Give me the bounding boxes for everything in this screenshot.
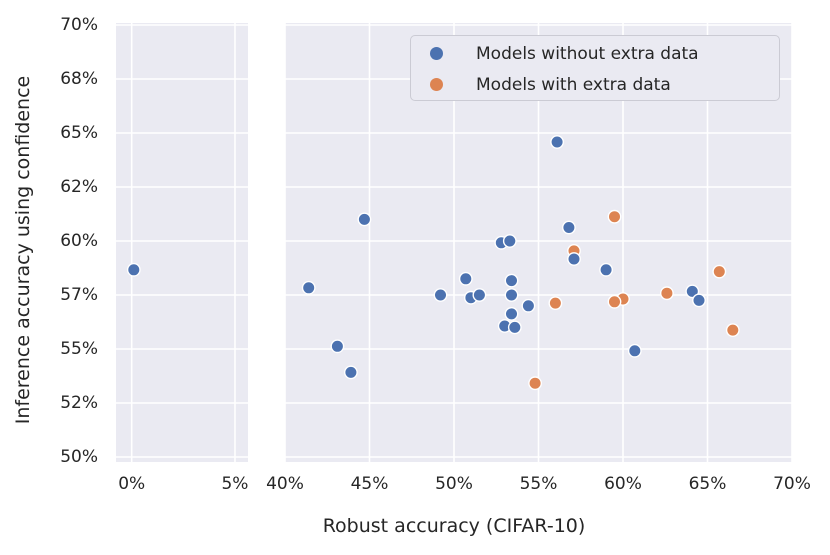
- data-point: [712, 264, 727, 279]
- x-tick-label: 50%: [435, 474, 473, 494]
- data-point: [607, 294, 622, 309]
- data-point: [504, 306, 519, 321]
- y-tick-label: 68%: [60, 69, 98, 89]
- legend-item-without-extra-data: Models without extra data: [411, 38, 779, 69]
- data-point: [343, 365, 358, 380]
- x-tick-label: 0%: [118, 474, 146, 494]
- legend-item-with-extra-data: Models with extra data: [411, 69, 779, 100]
- x-tick-label: 5%: [221, 474, 249, 494]
- data-point: [507, 320, 522, 335]
- y-tick-label: 50%: [60, 447, 98, 467]
- legend: Models without extra data Models with ex…: [410, 35, 780, 101]
- data-point: [548, 296, 563, 310]
- orange-dot-icon: [430, 78, 443, 91]
- legend-label: Models with extra data: [476, 74, 671, 95]
- y-tick-label: 65%: [60, 123, 98, 143]
- y-tick-label: 55%: [60, 339, 98, 359]
- x-tick-label: 70%: [773, 474, 811, 494]
- blue-dot-icon: [430, 47, 443, 60]
- data-point: [472, 288, 487, 302]
- x-tick-label: 60%: [604, 474, 642, 494]
- data-point: [126, 262, 141, 277]
- y-tick-label: 57%: [60, 285, 98, 305]
- data-point: [550, 135, 564, 149]
- data-point: [562, 220, 576, 235]
- data-point: [458, 271, 473, 286]
- y-tick-label: 62%: [60, 177, 98, 197]
- y-axis-title: Inference accuracy using confidence: [12, 75, 34, 425]
- data-point: [357, 212, 372, 227]
- y-tick-label: 52%: [60, 393, 98, 413]
- data-point: [692, 293, 706, 308]
- data-point: [607, 209, 622, 224]
- data-point: [660, 286, 674, 301]
- x-tick-label: 65%: [688, 474, 727, 494]
- data-point: [504, 288, 519, 302]
- data-point: [599, 262, 613, 277]
- data-point: [504, 273, 519, 288]
- data-point: [627, 343, 642, 358]
- legend-label: Models without extra data: [476, 43, 699, 64]
- data-point: [725, 323, 740, 337]
- x-tick-label: 55%: [519, 474, 558, 494]
- x-tick-label: 40%: [266, 474, 304, 494]
- data-point: [521, 298, 536, 313]
- x-tick-label: 45%: [350, 474, 389, 494]
- x-axis-title: Robust accuracy (CIFAR-10): [322, 515, 586, 537]
- y-tick-label: 70%: [60, 15, 98, 35]
- data-point: [567, 252, 581, 266]
- data-point: [685, 284, 700, 299]
- data-point: [330, 339, 345, 354]
- data-point: [528, 376, 542, 391]
- panel-background: [116, 23, 248, 462]
- data-point: [301, 280, 316, 295]
- y-tick-label: 60%: [60, 231, 98, 251]
- data-point: [502, 234, 517, 248]
- data-point: [433, 288, 448, 302]
